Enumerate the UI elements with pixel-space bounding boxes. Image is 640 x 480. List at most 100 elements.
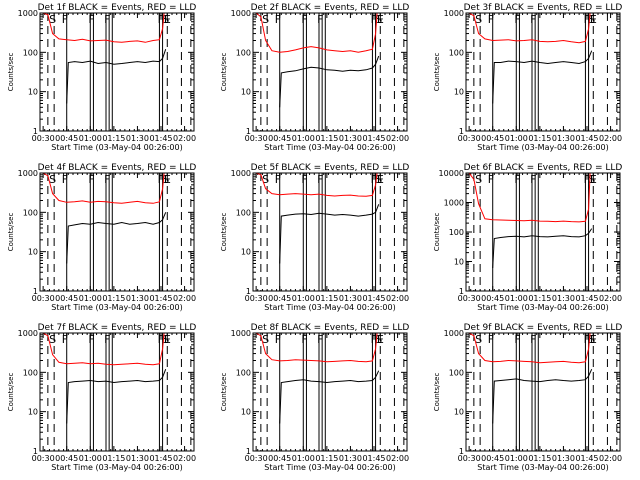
x-tick-label: 01:30 — [339, 454, 362, 463]
x-tick-label: 01:00 — [79, 294, 102, 303]
y-tick-label: 100 — [236, 368, 251, 377]
x-tick-label: 02:00 — [173, 294, 196, 303]
x-axis-label: Start Time (03-May-04 00:26:00) — [264, 143, 395, 152]
y-tick-label: 1000 — [444, 9, 464, 18]
x-tick-label: 01:00 — [292, 454, 315, 463]
x-tick-label: 01:15 — [315, 454, 338, 463]
x-axis-label: Start Time (03-May-04 00:26:00) — [264, 463, 395, 472]
panel-3: Det 3f BLACK = Events, RED = LLD Counts/s… — [433, 3, 622, 152]
event-marker-label: F — [514, 13, 520, 26]
x-tick-label: 00:30 — [458, 134, 481, 143]
y-tick-label: 100 — [236, 208, 251, 217]
x-tick-label: 01:30 — [339, 294, 362, 303]
y-tick-label: 1000 — [231, 169, 251, 178]
x-tick-label: 01:45 — [149, 294, 172, 303]
x-tick-label: 01:45 — [149, 454, 172, 463]
events-series-line — [279, 204, 380, 264]
event-marker-label: S — [49, 333, 56, 346]
plot-frame — [39, 12, 195, 132]
x-tick-label: 01:00 — [505, 454, 528, 463]
y-tick-label: 10 — [28, 248, 38, 257]
y-tick-label: 1000 — [231, 329, 251, 338]
event-marker-label: F — [104, 173, 110, 186]
event-marker-label: F — [275, 333, 281, 346]
y-tick-label: 10 — [454, 408, 464, 417]
events-series-line — [492, 368, 593, 424]
x-tick-label: 01:00 — [292, 294, 315, 303]
panel-1: Det 1f BLACK = Events, RED = LLD Counts/s… — [7, 3, 196, 152]
y-axis-label: Counts/sec — [220, 373, 228, 412]
event-marker-label: S — [375, 13, 382, 26]
y-tick-label: 10 — [28, 88, 38, 97]
event-marker-label: S — [262, 13, 269, 26]
x-axis-label: Start Time (03-May-04 00:26:00) — [51, 303, 182, 312]
y-tick-label: 1 — [459, 287, 464, 296]
x-tick-label: 01:45 — [149, 134, 172, 143]
y-tick-label: 100 — [23, 368, 38, 377]
event-marker-label: F — [88, 333, 94, 346]
x-tick-label: 01:15 — [102, 134, 125, 143]
panel-title: Det 8f BLACK = Events, RED = LLD — [251, 323, 410, 333]
plot-frame — [252, 12, 408, 132]
y-tick-label: 1 — [33, 127, 38, 136]
y-tick-label: 1000 — [18, 9, 38, 18]
event-marker-label: F — [275, 173, 281, 186]
x-tick-label: 01:15 — [528, 454, 551, 463]
panel-7: Det 7f BLACK = Events, RED = LLD Counts/s… — [7, 323, 196, 472]
event-marker-label: F — [62, 13, 68, 26]
event-marker-label: F — [488, 333, 494, 346]
event-marker-label: S — [162, 333, 169, 346]
y-tick-label: 10000 — [439, 169, 464, 178]
x-tick-label: 00:30 — [458, 454, 481, 463]
x-tick-label: 00:30 — [32, 294, 55, 303]
event-marker-label: S — [588, 13, 595, 26]
x-tick-label: 01:00 — [505, 134, 528, 143]
y-tick-label: 10 — [241, 88, 251, 97]
panel-title: Det 2f BLACK = Events, RED = LLD — [251, 3, 410, 13]
x-tick-label: 00:30 — [32, 454, 55, 463]
x-axis-label: Start Time (03-May-04 00:26:00) — [264, 303, 395, 312]
x-tick-label: 01:45 — [575, 134, 598, 143]
y-axis-label: Counts/sec — [7, 373, 15, 412]
y-tick-label: 10 — [454, 258, 464, 267]
y-tick-label: 1 — [246, 287, 251, 296]
y-tick-label: 1000 — [18, 169, 38, 178]
event-marker-label: F — [488, 13, 494, 26]
events-series-line — [492, 228, 593, 269]
event-marker-label: F — [530, 173, 536, 186]
y-tick-label: 1000 — [18, 329, 38, 338]
events-series-line — [66, 49, 167, 104]
y-tick-label: 1 — [459, 447, 464, 456]
event-marker-label: F — [301, 173, 307, 186]
plot-frame — [39, 172, 195, 292]
x-axis-label: Start Time (03-May-04 00:26:00) — [51, 463, 182, 472]
event-marker-label: S — [475, 173, 482, 186]
x-axis-label: Start Time (03-May-04 00:26:00) — [477, 303, 608, 312]
x-tick-label: 01:45 — [575, 454, 598, 463]
event-marker-label: F — [88, 13, 94, 26]
event-marker-label: F — [104, 333, 110, 346]
x-axis-label: Start Time (03-May-04 00:26:00) — [477, 463, 608, 472]
x-tick-label: 00:45 — [268, 294, 291, 303]
plot-frame — [252, 332, 408, 452]
x-tick-label: 01:00 — [505, 294, 528, 303]
x-tick-label: 01:30 — [552, 134, 575, 143]
x-tick-label: 02:00 — [599, 134, 622, 143]
event-marker-label: S — [262, 333, 269, 346]
x-tick-label: 02:00 — [599, 294, 622, 303]
event-marker-label: F — [317, 13, 323, 26]
y-axis-label: Counts/sec — [433, 213, 441, 252]
y-tick-label: 100 — [449, 368, 464, 377]
panel-9: Det 9f BLACK = Events, RED = LLD Counts/s… — [433, 323, 622, 472]
panel-title: Det 4f BLACK = Events, RED = LLD — [38, 163, 197, 173]
y-tick-label: 10 — [454, 88, 464, 97]
x-tick-label: 01:45 — [362, 134, 385, 143]
x-tick-label: 00:45 — [55, 294, 78, 303]
panel-5: Det 5f BLACK = Events, RED = LLD Counts/s… — [220, 163, 409, 312]
x-tick-label: 02:00 — [173, 454, 196, 463]
x-tick-label: 01:30 — [552, 454, 575, 463]
event-marker-label: S — [475, 13, 482, 26]
x-tick-label: 00:30 — [458, 294, 481, 303]
lld-series-line — [42, 12, 165, 43]
